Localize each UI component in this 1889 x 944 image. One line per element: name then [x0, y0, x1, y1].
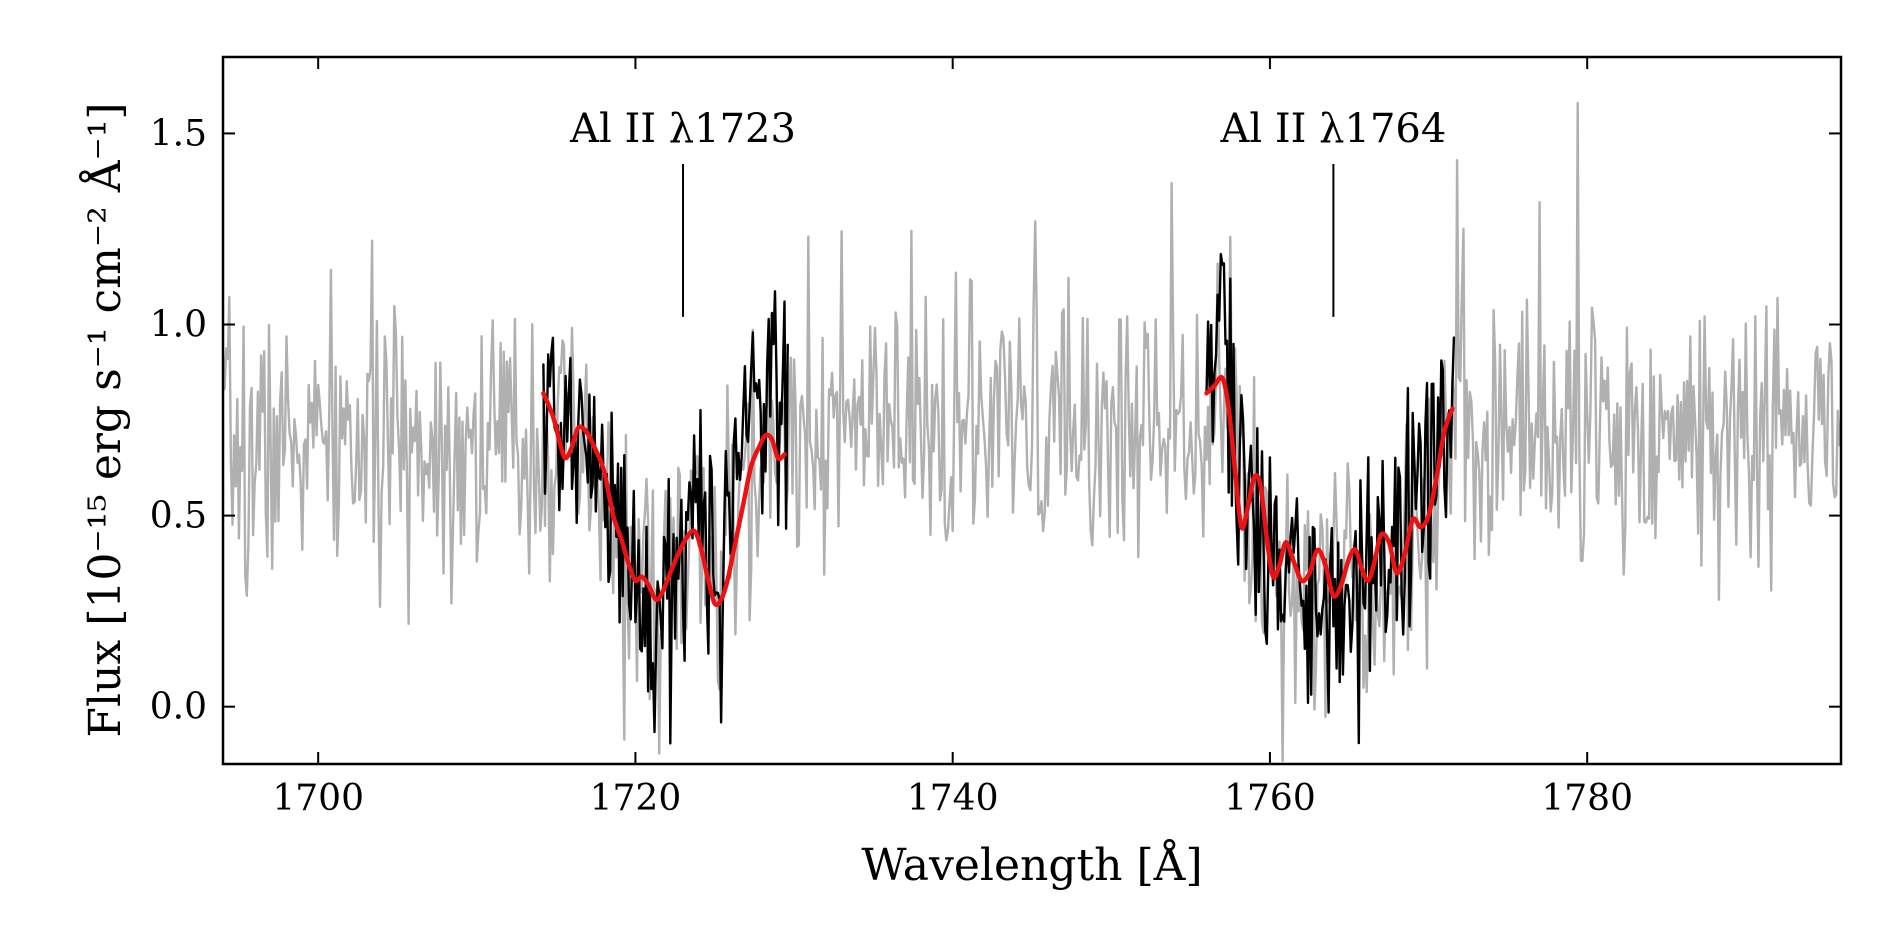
series-line-4 [541, 391, 787, 608]
x-tick-label: 1700 [272, 778, 364, 819]
series-line-1 [223, 101, 1841, 763]
x-tick-label: 1740 [907, 778, 999, 819]
series-layer [223, 101, 1841, 763]
series-line-2 [542, 290, 789, 745]
y-tick-label: 0.0 [150, 687, 207, 728]
plot-frame [221, 55, 1843, 766]
y-tick-label: 1.0 [150, 305, 207, 346]
y-tick-label: 0.5 [150, 496, 207, 537]
x-tick-label: 1780 [1541, 778, 1633, 819]
x-axis-label: Wavelength [Å] [861, 838, 1202, 891]
annotation-layer: Al II λ1723 Al II λ1764 [569, 106, 1446, 317]
x-tick-label: 1760 [1224, 778, 1316, 819]
line-annotation-label: Al II λ1764 [1219, 106, 1446, 152]
tick-layer: 1700 1720 1740 1760 1780 0.0 0.5 1.0 1.5 [150, 57, 1841, 819]
line-annotation-label: Al II λ1723 [569, 106, 796, 152]
x-tick-label: 1720 [590, 778, 682, 819]
y-axis-label: Flux [10⁻¹⁵ erg s⁻¹ cm⁻² Å⁻¹] [78, 102, 131, 737]
series-line-5 [1204, 374, 1455, 599]
y-tick-label: 1.5 [150, 113, 207, 154]
